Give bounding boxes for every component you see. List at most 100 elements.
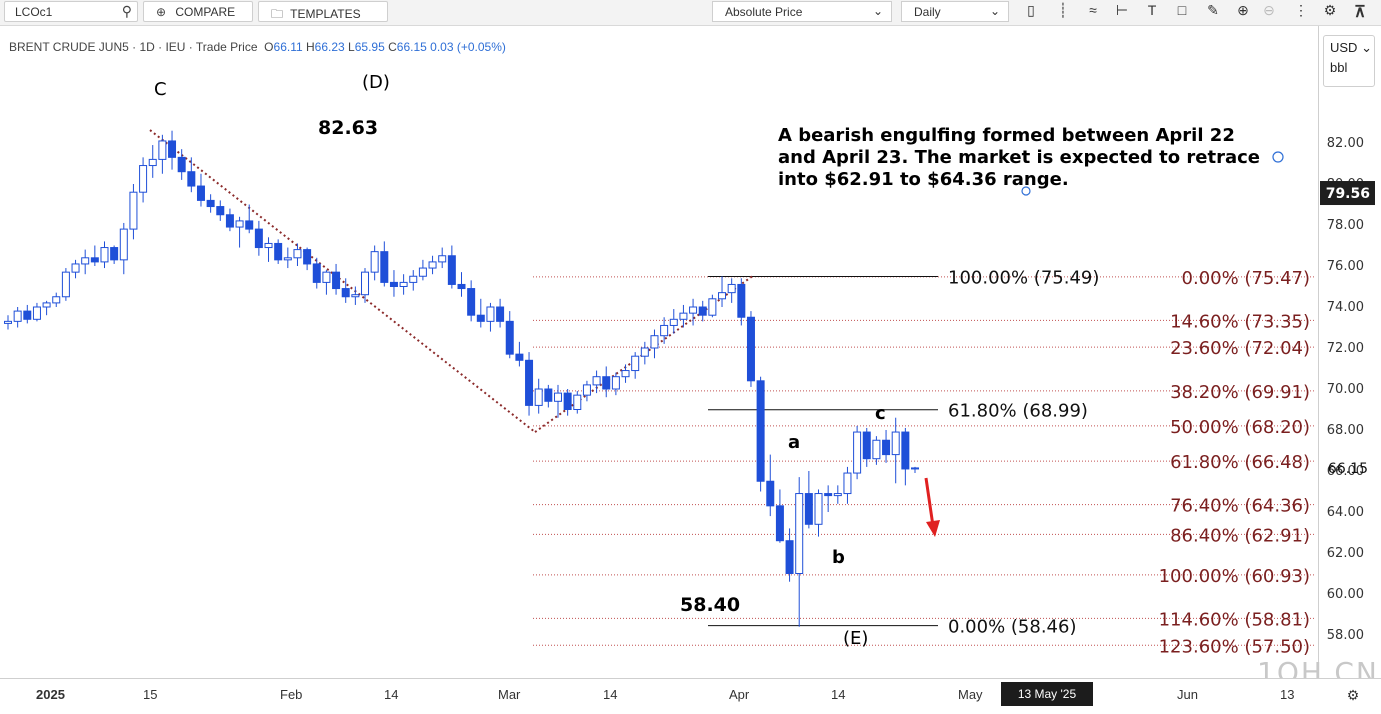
candle[interactable] [911, 466, 919, 474]
candle[interactable] [409, 270, 418, 291]
candle[interactable] [631, 352, 640, 379]
candle[interactable] [679, 304, 688, 328]
candle[interactable] [602, 366, 611, 398]
candle[interactable] [81, 249, 90, 275]
candle[interactable] [457, 272, 466, 297]
candle[interactable] [206, 194, 215, 213]
candle[interactable] [341, 278, 350, 303]
candle[interactable] [746, 311, 755, 387]
candle[interactable] [882, 430, 891, 463]
candle[interactable] [245, 204, 254, 234]
candle[interactable] [447, 245, 456, 289]
candle[interactable] [505, 311, 514, 359]
candle[interactable] [293, 243, 302, 266]
candle[interactable] [4, 315, 12, 330]
candle[interactable] [61, 268, 70, 301]
candle[interactable] [727, 278, 736, 303]
candle[interactable] [129, 184, 138, 240]
candle[interactable] [389, 270, 398, 297]
candle[interactable] [814, 489, 823, 537]
interval-select[interactable]: Daily ⌄ [901, 1, 1009, 22]
gear-icon[interactable]: ⚙ [1323, 2, 1337, 18]
candle[interactable] [582, 380, 591, 402]
candle[interactable] [71, 259, 80, 279]
candle[interactable] [901, 427, 910, 486]
currency-select[interactable]: USD ⌄ [1330, 40, 1372, 55]
candle[interactable] [23, 304, 32, 324]
candle[interactable] [303, 247, 312, 271]
wave-icon[interactable]: ≈ [1089, 2, 1097, 18]
candle[interactable] [380, 241, 389, 287]
time-axis[interactable] [0, 678, 1381, 714]
candle[interactable] [148, 145, 157, 178]
candle[interactable] [196, 173, 205, 207]
candle[interactable] [119, 222, 128, 275]
candle[interactable] [312, 257, 321, 289]
draw-tool-icon[interactable]: ✎ [1207, 2, 1219, 18]
note-anchor-handle[interactable] [1021, 186, 1031, 196]
candle[interactable] [225, 208, 234, 232]
templates-button[interactable]: 🗀 TEMPLATES [258, 1, 388, 22]
text-tool-icon[interactable]: T [1147, 2, 1157, 18]
time-axis-settings-icon[interactable]: ⚙ [1346, 687, 1360, 703]
candle[interactable] [853, 425, 862, 480]
candle[interactable] [187, 157, 196, 193]
candle[interactable] [100, 241, 109, 269]
candle[interactable] [650, 329, 659, 359]
candle[interactable] [332, 263, 341, 295]
candle[interactable] [737, 278, 746, 326]
candle[interactable] [669, 309, 678, 334]
shape-tool-icon[interactable]: □ [1177, 2, 1187, 18]
candle[interactable] [235, 216, 244, 248]
candle[interactable] [351, 286, 360, 305]
candle[interactable] [824, 485, 833, 512]
candle[interactable] [573, 391, 582, 414]
candle[interactable] [525, 352, 534, 416]
unit-select[interactable]: bbl [1324, 56, 1374, 75]
bar-type-icon[interactable]: ┊ [1058, 2, 1068, 18]
candle[interactable] [42, 300, 51, 316]
candle[interactable] [553, 384, 562, 418]
price-type-select[interactable]: Absolute Price ⌄ [712, 1, 892, 22]
candle[interactable] [862, 427, 871, 467]
candle[interactable] [32, 302, 41, 322]
candle[interactable] [361, 268, 370, 303]
candle[interactable] [283, 247, 292, 269]
candle[interactable] [708, 294, 717, 318]
candle[interactable] [254, 220, 263, 256]
candle[interactable] [640, 341, 649, 365]
candle[interactable] [795, 477, 804, 627]
search-icon[interactable]: ⚲ [121, 3, 132, 19]
candle[interactable] [13, 307, 22, 328]
candle[interactable] [872, 436, 881, 465]
candle[interactable] [718, 276, 727, 307]
candle[interactable] [90, 245, 99, 267]
candle[interactable] [438, 247, 447, 269]
candle[interactable] [534, 378, 543, 414]
candle[interactable] [563, 389, 572, 416]
candle[interactable] [833, 485, 842, 504]
candle[interactable] [496, 298, 505, 328]
candle[interactable] [660, 317, 669, 344]
candle[interactable] [139, 157, 148, 203]
zoom-out-icon[interactable]: ⊖ [1263, 2, 1275, 18]
cursor-line-icon[interactable]: ⊢ [1115, 2, 1129, 18]
candle[interactable] [177, 149, 186, 180]
candle[interactable] [110, 245, 119, 264]
candle[interactable] [592, 370, 601, 394]
note-handle[interactable] [1272, 151, 1284, 163]
candle[interactable] [418, 259, 427, 281]
candle[interactable] [264, 237, 273, 262]
candle[interactable] [370, 245, 379, 281]
symbol-search-input[interactable]: LCOc1 ⚲ [4, 1, 138, 22]
candlestick-type-icon[interactable]: ▯ [1027, 2, 1035, 18]
zoom-in-icon[interactable]: ⊕ [1237, 2, 1249, 18]
candle[interactable] [698, 300, 707, 322]
candle[interactable] [544, 384, 553, 408]
candle[interactable] [168, 130, 177, 170]
candle[interactable] [611, 372, 620, 396]
candle[interactable] [428, 255, 437, 275]
compare-button[interactable]: ⊕ COMPARE [143, 1, 253, 22]
candle[interactable] [843, 466, 852, 504]
